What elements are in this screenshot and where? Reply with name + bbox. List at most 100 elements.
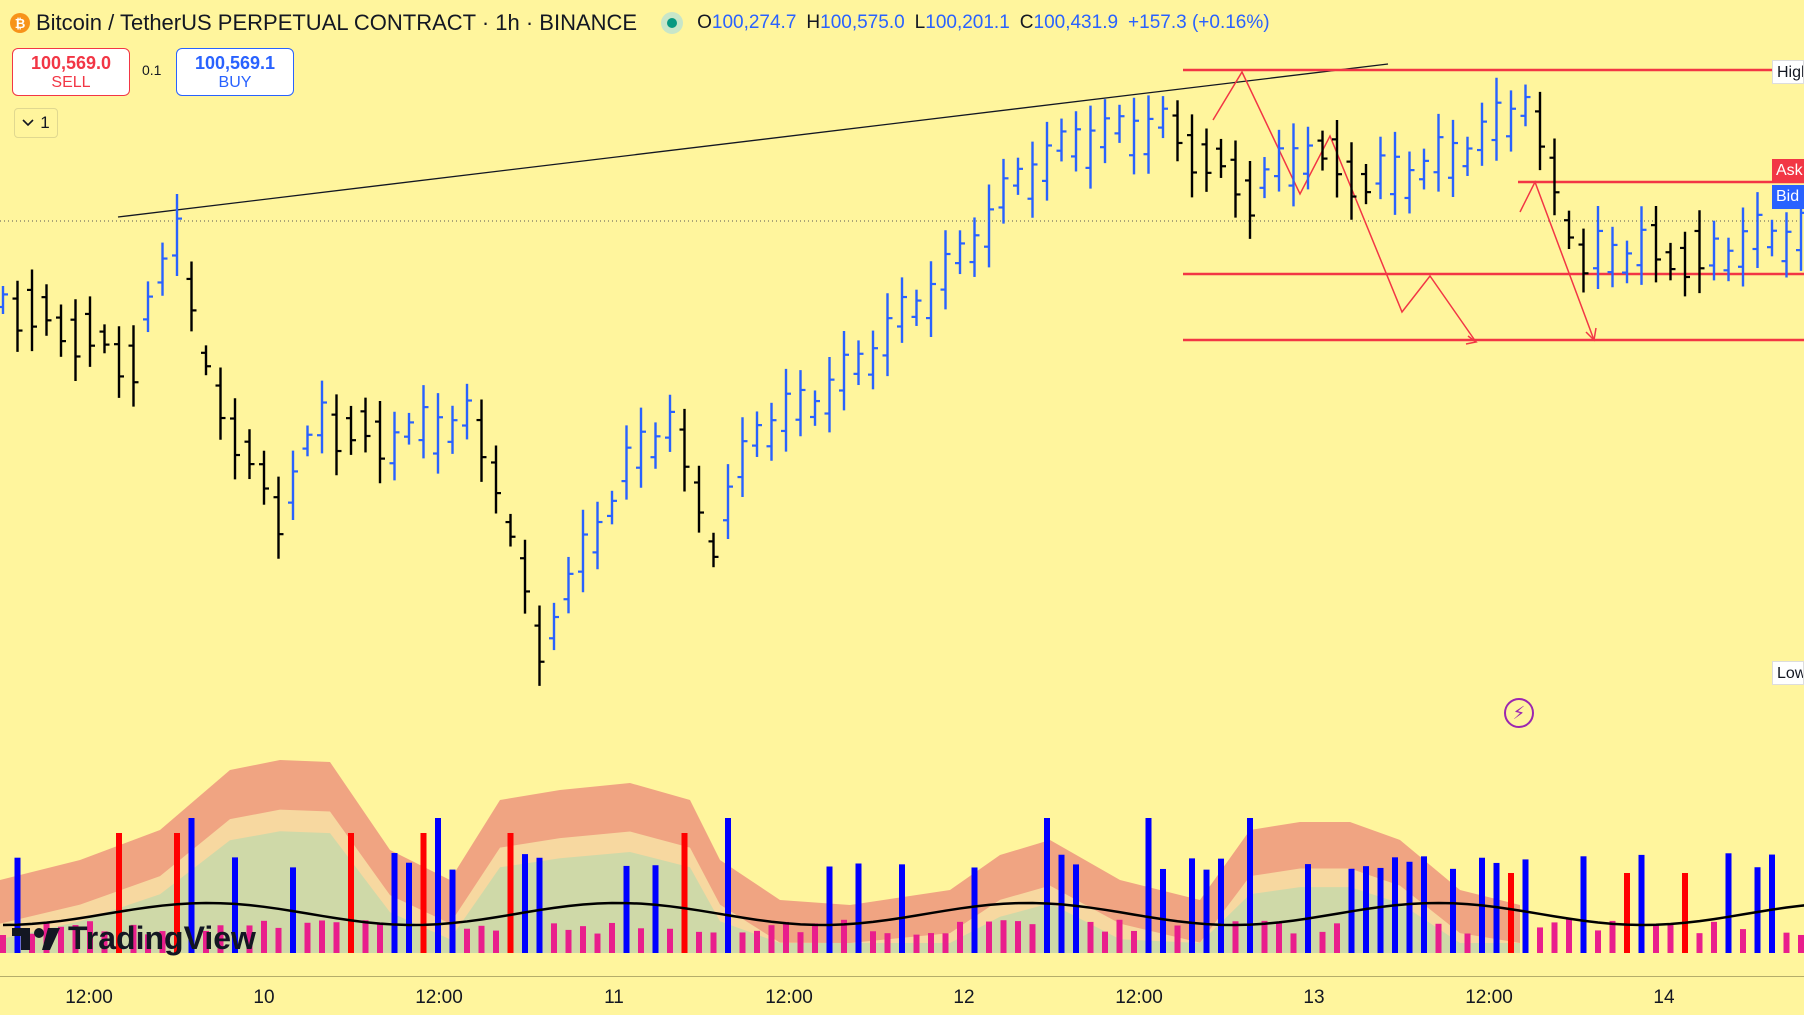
volume-bar bbox=[1247, 818, 1253, 953]
volume-bar bbox=[623, 865, 630, 953]
volume-bar bbox=[246, 925, 253, 953]
volume-bar bbox=[1203, 869, 1210, 953]
buy-label: BUY bbox=[218, 74, 252, 91]
volume-bar bbox=[928, 933, 934, 953]
sell-button[interactable]: 100,569.0 SELL bbox=[12, 48, 130, 96]
ohlc-bar bbox=[1752, 192, 1763, 268]
projection-path-1[interactable] bbox=[1212, 70, 1477, 343]
volume-bar bbox=[812, 923, 818, 953]
ohlc-bar bbox=[984, 184, 994, 268]
ohlc-bar bbox=[1520, 84, 1531, 127]
time-axis-tick: 13 bbox=[1303, 987, 1325, 1008]
ohlc-bar bbox=[1056, 118, 1067, 162]
ohlc-bar bbox=[1738, 207, 1748, 287]
volume-bar bbox=[159, 931, 166, 953]
ohlc-bar bbox=[114, 326, 124, 398]
ohlc-bar bbox=[752, 411, 762, 457]
volume-bar bbox=[565, 929, 572, 953]
volume-bar bbox=[913, 934, 920, 953]
ohlc-bar bbox=[1332, 119, 1342, 198]
volume-bar bbox=[29, 933, 35, 953]
volume-bar bbox=[1189, 858, 1195, 953]
ohlc-bar bbox=[1143, 95, 1154, 174]
volume-bar bbox=[87, 921, 93, 953]
ohlc-bar bbox=[897, 277, 907, 343]
volume-bar bbox=[1696, 933, 1703, 953]
volume-bar bbox=[1725, 853, 1732, 953]
volume-bar bbox=[1653, 923, 1659, 953]
projection-path-2[interactable] bbox=[1519, 180, 1595, 341]
volume-bar bbox=[1305, 864, 1311, 953]
volume-bar bbox=[464, 928, 470, 953]
ohlc-bar bbox=[1274, 129, 1284, 192]
volume-bar bbox=[609, 922, 615, 953]
volume-bar bbox=[841, 919, 847, 953]
ohlc-bar bbox=[1027, 141, 1038, 218]
close-value: 100,431.9 bbox=[1033, 12, 1119, 33]
projection-arrowhead-1 bbox=[1465, 335, 1478, 345]
ohlc-bar bbox=[882, 293, 893, 377]
ohlc-bar bbox=[186, 261, 197, 332]
price-label-high[interactable]: High bbox=[1772, 60, 1804, 84]
volume-bar bbox=[493, 930, 499, 953]
volume-bar bbox=[1087, 921, 1094, 953]
volume-bar bbox=[203, 930, 209, 953]
ohlc-bar bbox=[273, 476, 284, 559]
ohlc-bar bbox=[143, 281, 153, 333]
ohlc-bar bbox=[0, 286, 8, 314]
ohlc-bar bbox=[462, 383, 472, 440]
ohlc-bar bbox=[1187, 114, 1197, 198]
time-axis-tick: 12:00 bbox=[415, 987, 463, 1008]
buy-button[interactable]: 100,569.1 BUY bbox=[176, 48, 294, 96]
ohlc-bar bbox=[404, 412, 414, 445]
price-label-low[interactable]: Low bbox=[1772, 661, 1804, 685]
ohlc-bar bbox=[1578, 228, 1589, 293]
price-chart[interactable] bbox=[0, 0, 1804, 976]
ohlc-bar bbox=[447, 405, 458, 454]
open-label: O bbox=[697, 12, 712, 33]
volume-bar bbox=[406, 862, 412, 953]
volume-bar bbox=[826, 866, 833, 953]
bitcoin-icon: ₿ bbox=[10, 13, 30, 33]
low-label: L bbox=[914, 12, 926, 33]
ohlc-bar bbox=[215, 367, 226, 440]
time-axis[interactable]: 12:00 10 12:00 11 12:00 12 12:00 13 12:0… bbox=[0, 976, 1804, 1015]
time-axis-tick: 11 bbox=[604, 987, 624, 1008]
volume-bar bbox=[1798, 934, 1804, 953]
ohlc-bar bbox=[1767, 219, 1777, 257]
volume-bar bbox=[652, 865, 659, 953]
trend-line[interactable] bbox=[117, 63, 1389, 218]
ohlc-bar bbox=[650, 422, 661, 469]
ohlc-bar bbox=[969, 217, 980, 277]
symbol-title[interactable]: Bitcoin / TetherUS PERPETUAL CONTRACT · … bbox=[36, 10, 638, 35]
volume-bar bbox=[870, 931, 876, 953]
ohlc-bar bbox=[172, 194, 182, 276]
ohlc-bar bbox=[998, 158, 1009, 224]
projection-arrowhead-2 bbox=[1585, 327, 1597, 342]
volume-bar bbox=[304, 922, 311, 953]
volume-bar bbox=[725, 818, 731, 953]
volume-bar bbox=[986, 921, 992, 953]
chevron-down-icon bbox=[22, 119, 34, 127]
lightning-icon[interactable]: ⚡ bbox=[1504, 698, 1534, 728]
ohlc-bar bbox=[520, 539, 530, 614]
volume-bar bbox=[681, 833, 688, 953]
time-axis-tick: 12:00 bbox=[1465, 987, 1513, 1008]
ohlc-bar bbox=[1361, 164, 1371, 205]
ohlc-low: L100,201.1 bbox=[915, 12, 1010, 34]
ohlc-bar bbox=[85, 296, 95, 367]
volume-bar bbox=[1595, 930, 1601, 953]
volume-bar bbox=[1102, 931, 1108, 953]
volume-bar bbox=[478, 925, 485, 953]
collapse-indicators-button[interactable]: 1 bbox=[14, 108, 58, 138]
ohlc-bar bbox=[244, 429, 255, 480]
ohlc-bar bbox=[157, 242, 168, 296]
price-label-ask[interactable]: Ask bbox=[1772, 159, 1804, 183]
indicator-count: 1 bbox=[40, 113, 50, 132]
sell-price: 100,569.0 bbox=[30, 53, 112, 73]
ohlc-bar bbox=[331, 394, 342, 476]
price-label-bid[interactable]: Bid bbox=[1772, 185, 1804, 209]
close-label: C bbox=[1019, 12, 1034, 33]
ohlc-bar bbox=[607, 490, 617, 525]
tradingview-logo[interactable]: TradingView bbox=[12, 920, 256, 957]
